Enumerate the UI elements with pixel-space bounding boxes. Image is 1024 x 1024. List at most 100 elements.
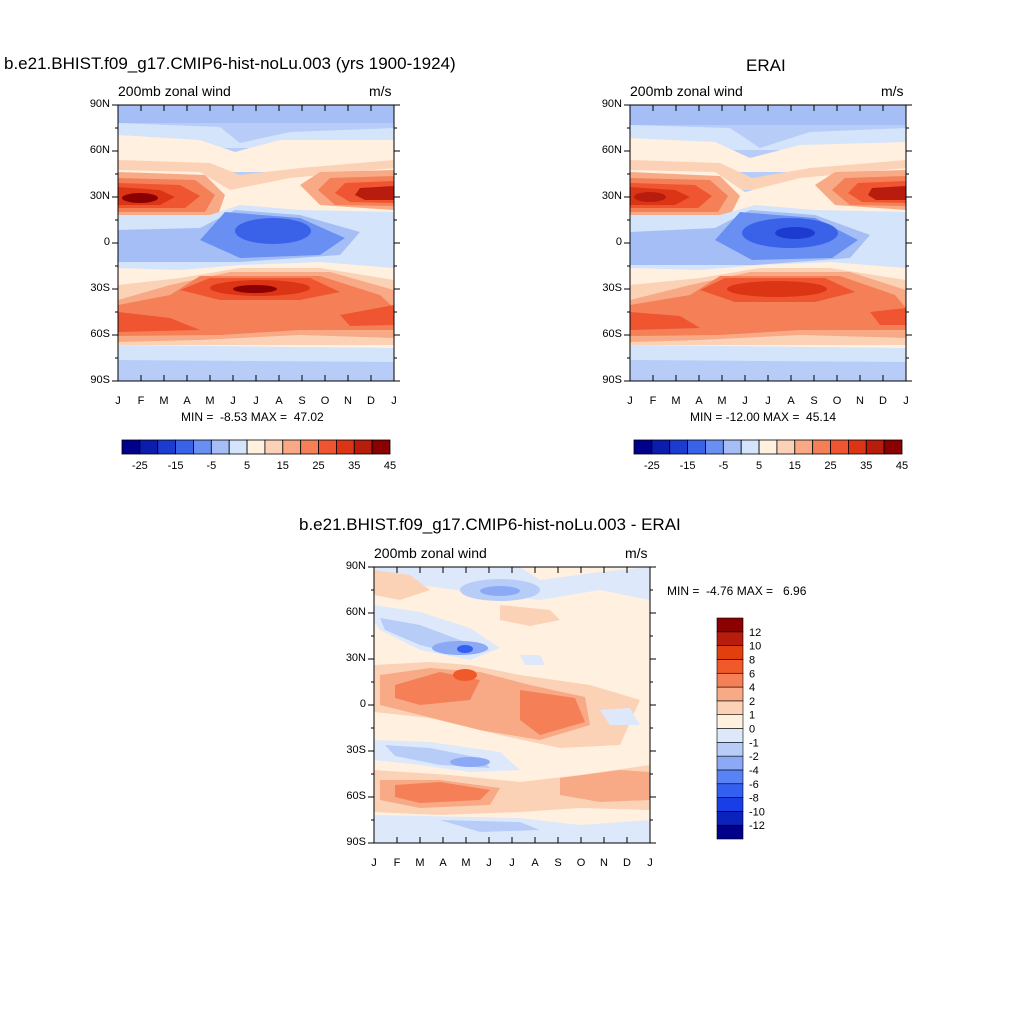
colorbar-label: 12 xyxy=(749,627,761,639)
x-tick-label: M xyxy=(671,395,681,407)
y-tick-label: 90S xyxy=(346,836,366,848)
colorbar-label: 15 xyxy=(277,460,289,472)
y-tick-label: 0 xyxy=(103,236,110,248)
colorbar-swatch xyxy=(848,439,867,455)
x-tick-label: M xyxy=(415,857,425,869)
colorbar-swatch xyxy=(210,439,230,455)
colorbar-label: 45 xyxy=(384,460,396,472)
panel2-variable-label: 200mb zonal wind xyxy=(630,83,743,99)
y-tick-label: 90S xyxy=(602,374,622,386)
colorbar-label: 35 xyxy=(860,460,872,472)
colorbar-swatch xyxy=(193,439,212,455)
y-tick-label: 30N xyxy=(89,190,110,202)
x-tick-label: M xyxy=(205,395,215,407)
colorbar-label: -25 xyxy=(644,460,660,472)
colorbar-swatch xyxy=(716,769,744,785)
colorbar-swatch xyxy=(794,439,814,455)
panel2-title: ERAI xyxy=(746,56,786,75)
colorbar-swatch xyxy=(716,700,744,715)
colorbar-label: 15 xyxy=(789,460,801,472)
colorbar-label: 8 xyxy=(749,654,755,666)
colorbar-swatch xyxy=(716,783,744,798)
colorbar-label: -5 xyxy=(206,460,216,472)
x-tick-label: J xyxy=(627,395,633,407)
x-tick-label: D xyxy=(367,395,375,407)
colorbar-label: -15 xyxy=(680,460,696,472)
colorbar-label: 5 xyxy=(756,460,762,472)
panel3-title: b.e21.BHIST.f09_g17.CMIP6-hist-noLu.003 … xyxy=(299,515,681,534)
x-tick-label: D xyxy=(879,395,887,407)
colorbar-swatch xyxy=(228,439,248,455)
colorbar-swatch xyxy=(716,728,744,743)
x-tick-label: O xyxy=(576,857,586,869)
colorbar-label: -25 xyxy=(132,460,148,472)
y-tick-label: 60S xyxy=(90,328,110,340)
colorbar-label: 4 xyxy=(749,682,755,694)
x-tick-label: F xyxy=(137,395,145,407)
x-tick-label: S xyxy=(298,395,306,407)
x-tick-label: S xyxy=(810,395,818,407)
colorbar-swatch xyxy=(371,439,391,455)
colorbar-swatch xyxy=(758,439,778,455)
colorbar-swatch xyxy=(139,439,159,455)
colorbar-swatch xyxy=(264,439,284,455)
x-tick-label: F xyxy=(649,395,657,407)
panel2-units-label: m/s xyxy=(881,83,904,99)
colorbar-swatch xyxy=(740,439,760,455)
colorbar-swatch xyxy=(687,439,706,455)
y-tick-label: 60N xyxy=(89,144,110,156)
colorbar-label: -8 xyxy=(749,793,759,805)
colorbar-label: -1 xyxy=(749,737,759,749)
colorbar-label: 45 xyxy=(896,460,908,472)
x-tick-label: M xyxy=(717,395,727,407)
y-tick-label: 30N xyxy=(601,190,622,202)
colorbar-swatch xyxy=(716,631,744,646)
x-tick-label: J xyxy=(253,395,259,407)
panel1-title: b.e21.BHIST.f09_g17.CMIP6-hist-noLu.003 … xyxy=(4,54,456,73)
colorbar-label: -2 xyxy=(749,751,759,763)
y-tick-label: 30S xyxy=(602,282,622,294)
colorbar-swatch xyxy=(812,439,831,455)
panel1-stats: MIN = -8.53 MAX = 47.02 xyxy=(181,410,324,424)
panel3-variable-label: 200mb zonal wind xyxy=(374,545,487,561)
x-tick-label: J xyxy=(742,395,748,407)
x-tick-label: N xyxy=(856,395,864,407)
colorbar-swatch xyxy=(722,439,742,455)
x-tick-label: J xyxy=(371,857,377,869)
x-tick-label: J xyxy=(230,395,236,407)
colorbar-swatch xyxy=(705,439,724,455)
colorbar-swatch xyxy=(716,755,744,771)
colorbar-swatch xyxy=(157,439,177,455)
colorbar-swatch xyxy=(716,797,744,812)
y-tick-label: 60N xyxy=(601,144,622,156)
panel1-variable-label: 200mb zonal wind xyxy=(118,83,231,99)
y-tick-label: 60N xyxy=(345,606,366,618)
colorbar-label: -15 xyxy=(168,460,184,472)
colorbar-swatch xyxy=(716,617,744,633)
x-tick-label: M xyxy=(159,395,169,407)
colorbar-label: 35 xyxy=(348,460,360,472)
colorbar-label: 6 xyxy=(749,668,755,680)
x-tick-label: O xyxy=(320,395,330,407)
x-tick-label: A xyxy=(275,395,283,407)
colorbar-label: -5 xyxy=(718,460,728,472)
panel1-units-label: m/s xyxy=(369,83,392,99)
x-tick-label: D xyxy=(623,857,631,869)
colorbar-label: 5 xyxy=(244,460,250,472)
colorbar-label: 1 xyxy=(749,710,755,722)
colorbar-swatch xyxy=(175,439,194,455)
y-tick-label: 90N xyxy=(345,560,366,572)
colorbar-label: -4 xyxy=(749,765,759,777)
colorbar-swatch xyxy=(246,439,266,455)
colorbar-swatch xyxy=(716,742,744,757)
colorbar-label: 2 xyxy=(749,696,755,708)
colorbar-swatch xyxy=(121,439,141,455)
y-tick-label: 30N xyxy=(345,652,366,664)
x-tick-label: M xyxy=(461,857,471,869)
colorbar-swatch xyxy=(651,439,671,455)
colorbar-swatch xyxy=(318,439,337,455)
y-tick-label: 90N xyxy=(89,98,110,110)
colorbar-swatch xyxy=(716,645,744,660)
colorbar-swatch xyxy=(716,659,744,674)
